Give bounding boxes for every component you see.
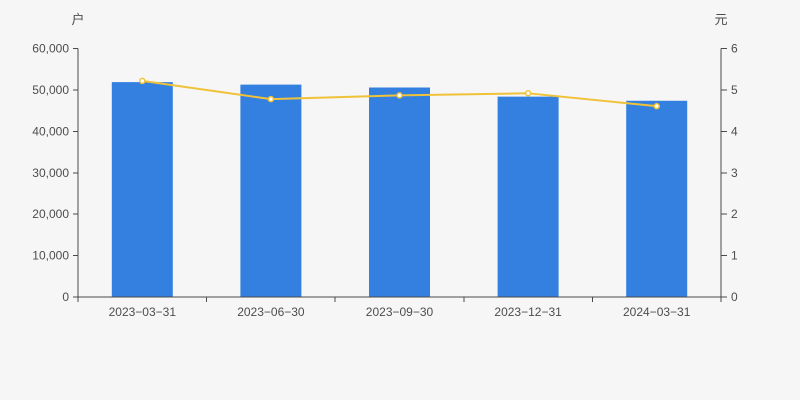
right-axis-tick-label: 5 [731,83,738,97]
x-axis-category-label: 2023−12−31 [494,305,562,319]
bar [369,87,430,298]
x-axis-category-label: 2024−03−31 [623,305,691,319]
x-axis-category-label: 2023−09−30 [366,305,434,319]
line-marker [524,90,532,97]
left-axis-tick-label: 50,000 [32,83,69,97]
right-axis-tick-label: 6 [731,42,738,56]
x-axis-category-label: 2023−03−31 [109,305,177,319]
left-axis-tick-label: 20,000 [32,207,69,221]
left-axis-tick-label: 40,000 [32,124,69,138]
bar [111,82,173,297]
line-marker [267,95,275,103]
left-axis-tick-label: 0 [62,290,69,304]
line-marker [653,102,660,110]
right-axis-unit-label: 元 [714,12,728,27]
bar [497,96,559,298]
line-marker [139,77,146,85]
left-axis-tick-label: 10,000 [32,249,69,263]
x-axis-category-label: 2023−06−30 [237,305,305,319]
bar [240,84,302,297]
left-axis-tick-label: 30,000 [32,166,69,180]
right-axis-tick-label: 0 [731,290,738,304]
left-axis-unit-label: 户 [71,12,85,27]
bar [626,100,688,297]
left-axis-tick-label: 60,000 [32,42,69,56]
right-axis-tick-label: 1 [731,249,738,263]
right-axis-tick-label: 3 [731,166,738,180]
right-axis-tick-label: 2 [731,207,738,221]
line-marker [396,92,403,99]
right-axis-tick-label: 4 [731,124,738,138]
